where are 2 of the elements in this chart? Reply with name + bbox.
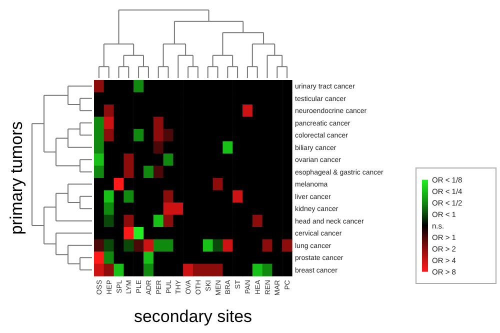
- y-axis-title: primary tumors: [7, 121, 26, 235]
- x-axis-title: secondary sites: [134, 307, 252, 326]
